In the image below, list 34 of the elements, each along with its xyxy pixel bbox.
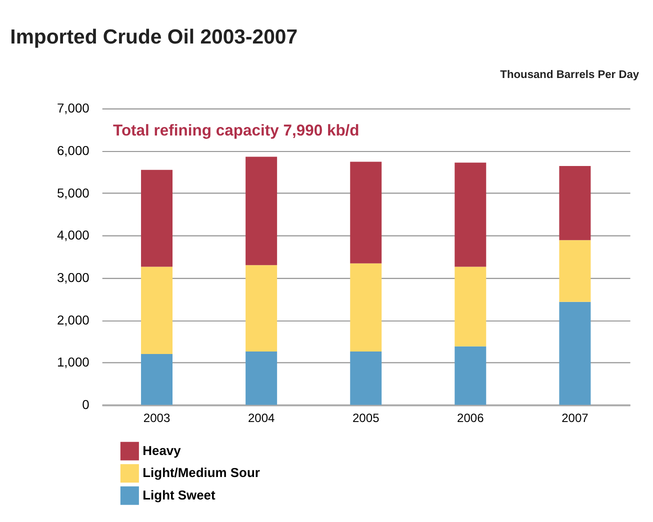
y-tick-label: 1,000 — [56, 354, 90, 370]
x-tick-label: 2003 — [143, 410, 170, 425]
bar — [141, 354, 173, 405]
bar — [559, 302, 591, 405]
y-tick-label: 5,000 — [56, 185, 90, 200]
bar — [350, 162, 382, 264]
bar — [246, 156, 278, 266]
y-tick-label: 2,000 — [56, 312, 90, 328]
bar — [350, 351, 382, 405]
bar — [454, 346, 486, 405]
y-tick-label: 0 — [82, 396, 90, 412]
x-tick-label: 2006 — [457, 410, 484, 425]
annotation: Total refining capacity 7,990 kb/d — [113, 122, 360, 140]
x-tick-label: 2005 — [352, 410, 380, 425]
bar — [454, 266, 486, 346]
bar — [350, 263, 382, 352]
y-axis-title: Thousand Barrels Per Day — [500, 68, 640, 81]
bar — [141, 170, 173, 267]
bar — [141, 266, 173, 354]
chart-title: Imported Crude Oil 2003-2007 — [10, 26, 298, 49]
bar — [454, 162, 486, 267]
bar — [559, 240, 591, 302]
legend-label: Heavy — [142, 442, 182, 458]
legend-label: Light Sweet — [142, 487, 216, 502]
x-tick-label: 2004 — [248, 410, 276, 425]
y-tick-label: 7,000 — [56, 100, 90, 116]
legend-label: Light/Medium Sour — [142, 465, 260, 480]
bar — [559, 166, 591, 240]
y-tick-label: 6,000 — [56, 142, 90, 158]
y-tick-label: 3,000 — [56, 270, 90, 285]
x-tick-label: 2007 — [562, 410, 589, 425]
bar — [246, 265, 278, 352]
bar — [246, 351, 278, 405]
y-tick-label: 4,000 — [56, 228, 90, 243]
